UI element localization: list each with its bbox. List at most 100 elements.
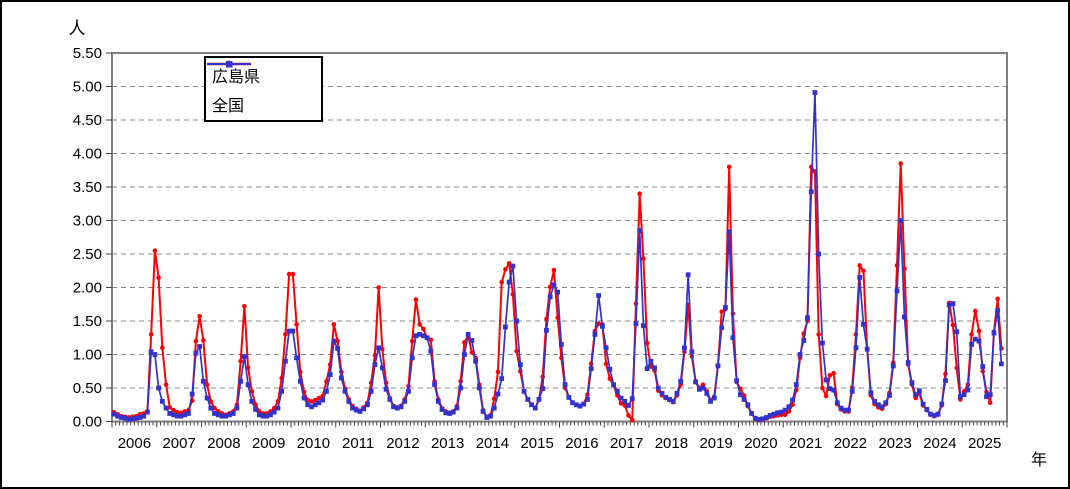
data-point bbox=[618, 401, 624, 406]
data-point bbox=[547, 294, 553, 300]
data-point bbox=[380, 346, 385, 352]
data-point bbox=[462, 352, 467, 357]
y-tick-label: 0.50 bbox=[73, 380, 102, 397]
data-point bbox=[469, 338, 475, 343]
data-point bbox=[551, 282, 557, 288]
data-point bbox=[771, 411, 777, 417]
series-line bbox=[113, 91, 1003, 421]
data-point bbox=[391, 404, 396, 410]
data-point bbox=[372, 362, 378, 367]
data-point bbox=[409, 355, 415, 361]
data-point bbox=[394, 405, 400, 411]
y-axis-unit-label: 人 bbox=[68, 19, 86, 38]
data-point bbox=[708, 399, 713, 404]
data-point bbox=[950, 322, 956, 328]
data-point bbox=[156, 385, 162, 391]
data-point bbox=[544, 327, 549, 333]
data-point bbox=[573, 402, 579, 408]
y-tick-label: 2.50 bbox=[73, 246, 102, 263]
data-point bbox=[480, 409, 486, 414]
data-point bbox=[312, 397, 318, 403]
data-point bbox=[987, 392, 993, 398]
data-point bbox=[268, 412, 273, 418]
data-point bbox=[514, 318, 520, 324]
data-point bbox=[458, 385, 464, 391]
data-point bbox=[204, 382, 210, 387]
y-tick-label: 1.50 bbox=[73, 313, 102, 330]
x-year-label: 2022 bbox=[834, 435, 867, 452]
data-point bbox=[585, 396, 590, 402]
data-point bbox=[346, 399, 352, 404]
data-point bbox=[685, 272, 691, 278]
data-point bbox=[633, 321, 639, 327]
data-point bbox=[842, 407, 848, 413]
data-point bbox=[331, 322, 337, 327]
data-point bbox=[160, 345, 165, 351]
data-point bbox=[547, 284, 553, 290]
data-point bbox=[741, 393, 747, 398]
y-tick-label: 1.00 bbox=[73, 347, 102, 364]
x-year-label: 2011 bbox=[342, 435, 374, 452]
data-point bbox=[973, 308, 978, 314]
data-point bbox=[928, 411, 933, 417]
data-point bbox=[506, 261, 512, 266]
data-point bbox=[376, 285, 381, 290]
data-point bbox=[159, 399, 165, 404]
data-point bbox=[163, 405, 169, 411]
data-point bbox=[935, 411, 941, 417]
data-point bbox=[532, 405, 538, 411]
data-point bbox=[652, 365, 657, 371]
data-point bbox=[745, 402, 751, 408]
y-tick-label: 4.00 bbox=[73, 146, 102, 163]
data-point bbox=[406, 388, 411, 394]
data-point bbox=[555, 289, 561, 295]
data-point bbox=[462, 340, 467, 345]
data-point bbox=[696, 386, 702, 392]
data-point bbox=[875, 402, 881, 408]
data-point bbox=[540, 386, 546, 392]
data-point bbox=[122, 415, 128, 421]
data-point bbox=[238, 358, 243, 364]
data-point bbox=[174, 409, 180, 415]
y-tick-label: 3.00 bbox=[73, 213, 102, 230]
data-point bbox=[230, 411, 236, 416]
data-point bbox=[219, 413, 225, 419]
data-point bbox=[741, 396, 747, 402]
data-point bbox=[868, 390, 874, 396]
data-point bbox=[626, 403, 631, 408]
data-point bbox=[383, 386, 389, 392]
data-point bbox=[488, 413, 493, 419]
data-point bbox=[581, 401, 587, 407]
data-point bbox=[902, 314, 907, 320]
series-national bbox=[111, 90, 1004, 422]
data-point bbox=[271, 405, 277, 411]
data-point bbox=[916, 388, 922, 394]
data-point bbox=[603, 361, 609, 367]
data-point bbox=[208, 399, 214, 404]
data-point bbox=[909, 380, 915, 386]
data-point bbox=[182, 412, 188, 418]
data-point bbox=[297, 378, 303, 384]
data-point bbox=[957, 394, 963, 400]
data-point bbox=[599, 323, 605, 329]
data-point bbox=[290, 328, 296, 334]
x-year-label: 2019 bbox=[699, 435, 732, 452]
data-point bbox=[141, 413, 147, 419]
data-point bbox=[118, 415, 124, 420]
data-point bbox=[797, 352, 803, 357]
x-year-label: 2013 bbox=[431, 435, 464, 452]
data-point bbox=[499, 376, 505, 382]
y-tick-label: 3.50 bbox=[73, 179, 102, 196]
data-point bbox=[283, 332, 288, 337]
data-point bbox=[256, 412, 262, 418]
data-point bbox=[861, 268, 866, 274]
data-point bbox=[931, 413, 937, 418]
data-point bbox=[335, 346, 341, 351]
data-point bbox=[622, 403, 628, 408]
x-axis-unit-label: 年 bbox=[1030, 452, 1047, 469]
data-point bbox=[954, 329, 960, 335]
data-point bbox=[980, 364, 986, 369]
data-point bbox=[823, 377, 829, 383]
data-point bbox=[137, 415, 143, 420]
